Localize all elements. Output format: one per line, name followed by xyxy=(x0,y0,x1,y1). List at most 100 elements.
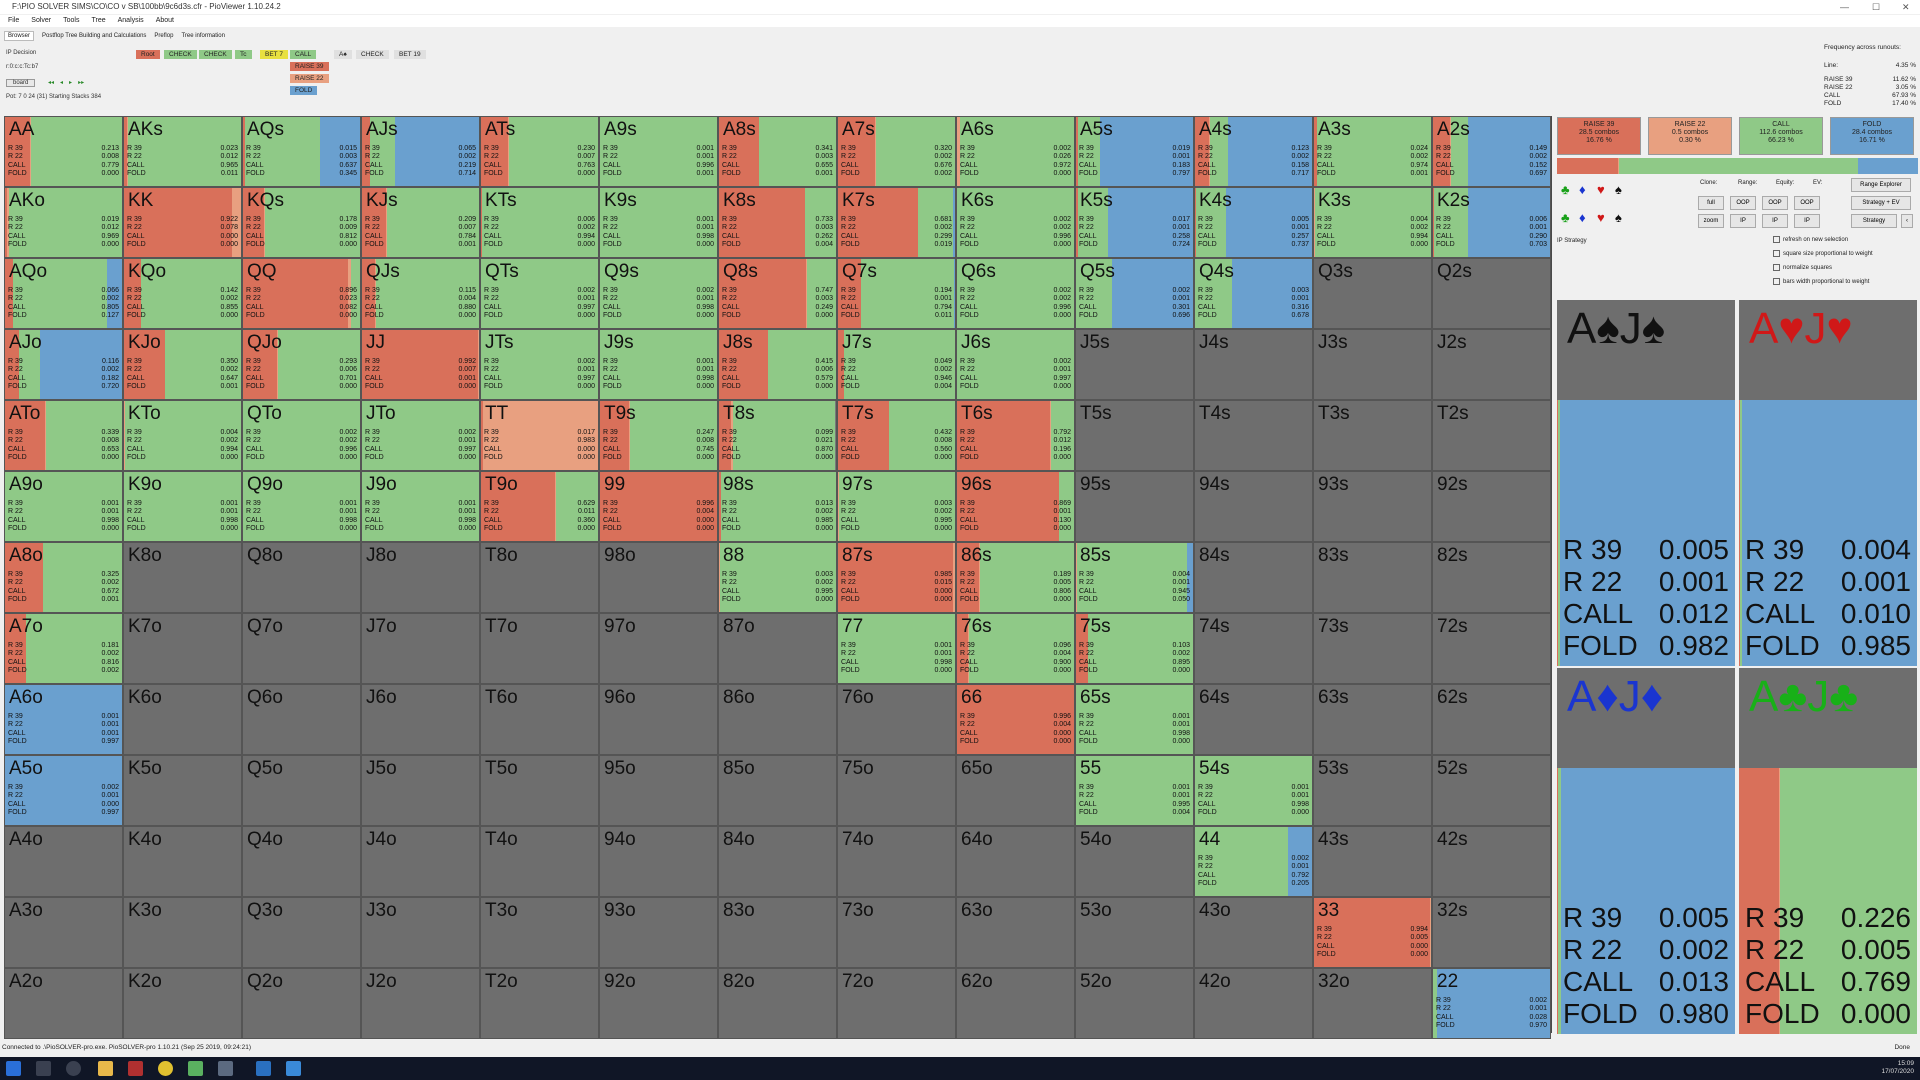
hand-cell[interactable]: T2o xyxy=(480,968,599,1039)
hand-cell[interactable]: K7o xyxy=(123,613,242,684)
action-summary-box[interactable]: RAISE 22 0.5 combos 0.30 % xyxy=(1648,117,1732,155)
hand-cell[interactable]: 75o xyxy=(837,755,956,826)
tree-node[interactable]: BET 7 xyxy=(260,50,288,59)
control-button[interactable]: IP xyxy=(1794,214,1820,228)
hand-cell[interactable]: R 39 0.747 R 22 0.003 CALL 0.249 FOLD 0.000 Q8s xyxy=(718,258,837,329)
hand-cell[interactable]: R 39 0.017 R 22 0.983 CALL 0.000 FOLD 0.000 TT xyxy=(480,400,599,471)
hand-cell[interactable]: R 39 0.189 R 22 0.005 CALL 0.806 FOLD 0.000 86s xyxy=(956,542,1075,613)
hand-cell[interactable]: 64o xyxy=(956,826,1075,897)
control-button[interactable]: Strategy xyxy=(1851,214,1897,228)
hand-cell[interactable]: K8o xyxy=(123,542,242,613)
hand-cell[interactable]: R 39 0.002 R 22 0.001 CALL 0.998 FOLD 0.000 Q9s xyxy=(599,258,718,329)
checkbox-icon[interactable] xyxy=(1773,264,1780,271)
hand-cell[interactable]: R 39 0.001 R 22 0.001 CALL 0.998 FOLD 0.000 J9s xyxy=(599,329,718,400)
hand-cell[interactable]: R 39 0.869 R 22 0.001 CALL 0.130 FOLD 0.000 96s xyxy=(956,471,1075,542)
hand-cell[interactable]: R 39 0.002 R 22 0.001 CALL 0.997 FOLD 0.000 QTs xyxy=(480,258,599,329)
hand-cell[interactable]: 73s xyxy=(1313,613,1432,684)
hand-cell[interactable]: R 39 0.116 R 22 0.002 CALL 0.182 FOLD 0.720 AJo xyxy=(4,329,123,400)
combo-panel[interactable]: A♣J♣ R 39 0.226 R 22 0.005 CALL 0.769 FOLD 0.000 xyxy=(1739,668,1917,1034)
hand-cell[interactable]: 85o xyxy=(718,755,837,826)
combo-panel[interactable]: A♥J♥ R 39 0.004 R 22 0.001 CALL 0.010 FOLD 0.985 xyxy=(1739,300,1917,666)
hand-cell[interactable]: 72o xyxy=(837,968,956,1039)
checkbox-icon[interactable] xyxy=(1773,278,1780,285)
hand-cell[interactable]: R 39 0.006 R 22 0.001 CALL 0.290 FOLD 0.703 K2s xyxy=(1432,187,1551,258)
skype-icon[interactable] xyxy=(256,1061,271,1076)
hand-cell[interactable]: R 39 0.001 R 22 0.001 CALL 0.998 FOLD 0.000 65s xyxy=(1075,684,1194,755)
hand-cell[interactable]: R 39 0.142 R 22 0.002 CALL 0.855 FOLD 0.000 KQo xyxy=(123,258,242,329)
hand-cell[interactable]: 43o xyxy=(1194,897,1313,968)
hand-cell[interactable]: R 39 0.002 R 22 0.002 CALL 0.996 FOLD 0.000 QTo xyxy=(242,400,361,471)
hand-cell[interactable]: R 39 0.350 R 22 0.002 CALL 0.647 FOLD 0.001 KJo xyxy=(123,329,242,400)
hand-cell[interactable]: R 39 0.123 R 22 0.002 CALL 0.158 FOLD 0.717 A4s xyxy=(1194,116,1313,187)
hand-cell[interactable]: T3s xyxy=(1313,400,1432,471)
menu-item[interactable]: Tree xyxy=(91,17,106,24)
hand-cell[interactable]: J8o xyxy=(361,542,480,613)
tab[interactable]: Preflop xyxy=(154,33,174,39)
nav-arrows[interactable]: ◂◂ ◂ ▸ ▸▸ xyxy=(48,79,90,86)
suit-filter-icon[interactable]: ♠ xyxy=(1615,182,1622,197)
hand-cell[interactable]: R 39 0.432 R 22 0.008 CALL 0.560 FOLD 0.000 T7s xyxy=(837,400,956,471)
option-checkbox[interactable]: bars width proportional to weight xyxy=(1773,278,1869,285)
nav-arrow-icon[interactable]: ◂ xyxy=(60,80,64,86)
hand-cell[interactable]: R 39 0.002 R 22 0.001 CALL 0.997 FOLD 0.000 JTs xyxy=(480,329,599,400)
hand-cell[interactable]: 92o xyxy=(599,968,718,1039)
hand-cell[interactable]: R 39 0.209 R 22 0.007 CALL 0.784 FOLD 0.001 KJs xyxy=(361,187,480,258)
hand-cell[interactable]: R 39 0.922 R 22 0.078 CALL 0.000 FOLD 0.000 KK xyxy=(123,187,242,258)
hand-cell[interactable]: R 39 0.103 R 22 0.002 CALL 0.895 FOLD 0.000 75s xyxy=(1075,613,1194,684)
hand-cell[interactable]: J2o xyxy=(361,968,480,1039)
hand-cell[interactable]: K2o xyxy=(123,968,242,1039)
hand-cell[interactable]: R 39 0.001 R 22 0.001 CALL 0.998 FOLD 0.000 A9o xyxy=(4,471,123,542)
board-button[interactable]: board xyxy=(6,79,36,87)
hand-cell[interactable]: J3o xyxy=(361,897,480,968)
hand-cell[interactable]: 52s xyxy=(1432,755,1551,826)
hand-cell[interactable]: 86o xyxy=(718,684,837,755)
hand-cell[interactable]: R 39 0.002 R 22 0.001 CALL 0.301 FOLD 0.696 Q5s xyxy=(1075,258,1194,329)
hand-cell[interactable]: R 39 0.001 R 22 0.001 CALL 0.998 FOLD 0.000 77 xyxy=(837,613,956,684)
tree-node[interactable]: CHECK xyxy=(199,50,232,59)
hand-cell[interactable]: J5s xyxy=(1075,329,1194,400)
suit-filter-icon[interactable]: ♥ xyxy=(1597,210,1605,225)
spreadsheet-icon[interactable] xyxy=(188,1061,203,1076)
hand-cell[interactable]: J2s xyxy=(1432,329,1551,400)
hand-cell[interactable]: 53o xyxy=(1075,897,1194,968)
hand-cell[interactable]: Q2s xyxy=(1432,258,1551,329)
tree-node[interactable]: BET 19 xyxy=(394,50,426,59)
hand-cell[interactable]: 32o xyxy=(1313,968,1432,1039)
hand-cell[interactable]: R 39 0.066 R 22 0.002 CALL 0.805 FOLD 0.127 AQo xyxy=(4,258,123,329)
hand-cell[interactable]: R 39 0.001 R 22 0.001 CALL 0.995 FOLD 0.004 55 xyxy=(1075,755,1194,826)
maximize-icon[interactable]: ☐ xyxy=(1872,2,1881,12)
hand-cell[interactable]: A2o xyxy=(4,968,123,1039)
hand-cell[interactable]: R 39 0.115 R 22 0.004 CALL 0.880 FOLD 0.000 QJs xyxy=(361,258,480,329)
hand-cell[interactable]: 83s xyxy=(1313,542,1432,613)
hand-cell[interactable]: 97o xyxy=(599,613,718,684)
hand-cell[interactable]: R 39 0.001 R 22 0.001 CALL 0.001 FOLD 0.997 A6o xyxy=(4,684,123,755)
hand-cell[interactable]: 64s xyxy=(1194,684,1313,755)
hand-cell[interactable]: Q2o xyxy=(242,968,361,1039)
menu-item[interactable]: Solver xyxy=(31,17,52,24)
hand-cell[interactable]: T5o xyxy=(480,755,599,826)
hand-cell[interactable]: 82o xyxy=(718,968,837,1039)
hand-cell[interactable]: R 39 0.985 R 22 0.015 CALL 0.000 FOLD 0.000 87s xyxy=(837,542,956,613)
hand-cell[interactable]: T2s xyxy=(1432,400,1551,471)
hand-cell[interactable]: R 39 0.003 R 22 0.001 CALL 0.316 FOLD 0.678 Q4s xyxy=(1194,258,1313,329)
hand-cell[interactable]: 74s xyxy=(1194,613,1313,684)
hand-cell[interactable]: R 39 0.320 R 22 0.002 CALL 0.676 FOLD 0.002 A7s xyxy=(837,116,956,187)
hand-cell[interactable]: A3o xyxy=(4,897,123,968)
hand-cell[interactable]: R 39 0.194 R 22 0.001 CALL 0.794 FOLD 0.011 Q7s xyxy=(837,258,956,329)
hand-cell[interactable]: R 39 0.019 R 22 0.001 CALL 0.183 FOLD 0.797 A5s xyxy=(1075,116,1194,187)
tree-node-root[interactable]: Root xyxy=(136,50,160,59)
hand-cell[interactable]: 87o xyxy=(718,613,837,684)
hand-cell[interactable]: Q4o xyxy=(242,826,361,897)
hand-cell[interactable]: R 39 0.001 R 22 0.001 CALL 0.998 FOLD 0.000 K9o xyxy=(123,471,242,542)
hand-cell[interactable]: T5s xyxy=(1075,400,1194,471)
hand-cell[interactable]: 74o xyxy=(837,826,956,897)
chrome-icon[interactable] xyxy=(158,1061,173,1076)
hand-cell[interactable]: 53s xyxy=(1313,755,1432,826)
hand-cell[interactable]: R 39 0.247 R 22 0.008 CALL 0.745 FOLD 0.000 T9s xyxy=(599,400,718,471)
suit-filter-icon[interactable]: ♥ xyxy=(1597,182,1605,197)
hand-cell[interactable]: R 39 0.181 R 22 0.002 CALL 0.816 FOLD 0.002 A7o xyxy=(4,613,123,684)
start-icon[interactable] xyxy=(6,1061,21,1076)
taskview-icon[interactable] xyxy=(66,1061,81,1076)
hand-cell[interactable]: R 39 0.213 R 22 0.008 CALL 0.779 FOLD 0.000 AA xyxy=(4,116,123,187)
hand-cell[interactable]: Q6o xyxy=(242,684,361,755)
